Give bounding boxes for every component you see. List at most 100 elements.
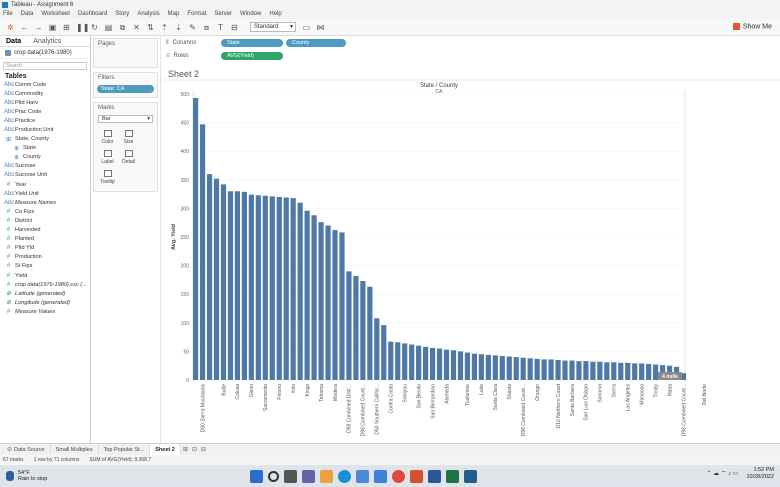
menu-dashboard[interactable]: Dashboard xyxy=(77,11,108,17)
tab-top-popular[interactable]: Top Popular St... xyxy=(99,443,151,456)
field-item[interactable]: ⊕ Latitude (generated) xyxy=(0,289,90,298)
new-datasource-icon[interactable]: ⊞ xyxy=(63,22,70,32)
field-item[interactable]: ⊞ State, County xyxy=(0,135,90,144)
labels-icon[interactable]: T xyxy=(218,22,223,32)
tab-data-source[interactable]: ⊖ Data Source xyxy=(0,443,51,456)
word-icon[interactable] xyxy=(428,469,441,483)
field-item[interactable]: # Measure Values xyxy=(0,307,90,316)
menu-story[interactable]: Story xyxy=(115,11,130,17)
sort-ascending-icon[interactable]: ⇡ xyxy=(161,22,168,32)
field-item[interactable]: Abc Pltd Harv xyxy=(0,98,90,107)
field-item[interactable]: # Harvested xyxy=(0,226,90,235)
group-icon[interactable]: ⧈ xyxy=(203,22,210,32)
field-item[interactable]: Abc Commodity xyxy=(0,89,90,98)
field-item[interactable]: Abc Prac Code xyxy=(0,107,90,116)
fit-select[interactable]: Standard xyxy=(250,22,296,32)
highlight-icon[interactable]: ✎ xyxy=(189,22,196,32)
excel-icon[interactable] xyxy=(446,469,459,483)
sort-descending-icon[interactable]: ⇣ xyxy=(175,22,182,32)
field-item[interactable]: Abc Practice xyxy=(0,116,90,125)
field-item[interactable]: # crop data(1976-1980).csv (... xyxy=(0,280,90,289)
weather-widget[interactable]: 54°F Rain to stop xyxy=(0,470,180,483)
swap-icon[interactable]: ⇅ xyxy=(147,22,154,32)
column-pill-county[interactable]: County xyxy=(286,39,346,47)
task-view-icon[interactable] xyxy=(284,469,297,483)
filter-pill-state[interactable]: State: CA xyxy=(97,85,154,93)
field-item[interactable]: # District xyxy=(0,216,90,225)
presentation-icon[interactable]: ▭ xyxy=(302,22,311,32)
redo-icon[interactable]: → xyxy=(34,22,43,32)
field-item[interactable]: ⊕ State xyxy=(0,144,90,153)
tab-data[interactable]: Data xyxy=(6,37,22,45)
menu-data[interactable]: Data xyxy=(20,11,34,17)
refresh-icon[interactable]: ↻ xyxy=(91,22,98,32)
duplicate-sheet-icon[interactable]: ⧉ xyxy=(119,22,126,32)
mark-type-select[interactable]: Bar xyxy=(98,115,153,123)
menu-format[interactable]: Format xyxy=(187,11,207,17)
search-icon[interactable] xyxy=(268,470,279,482)
clear-sheet-icon[interactable]: ✕ xyxy=(133,22,140,32)
field-item[interactable]: Abc Sucrose xyxy=(0,162,90,171)
menu-file[interactable]: File xyxy=(3,11,13,17)
menu-analysis[interactable]: Analysis xyxy=(137,11,160,17)
field-item[interactable]: # Yield xyxy=(0,271,90,280)
field-item[interactable]: # Planted xyxy=(0,235,90,244)
field-item[interactable]: Abc Sucrose Unit xyxy=(0,171,90,180)
tableau-home-icon[interactable]: ✲ xyxy=(7,22,14,32)
label-button[interactable]: Label xyxy=(97,147,118,167)
menu-help[interactable]: Help xyxy=(269,11,282,17)
datasource-item[interactable]: crop data(1976-1980) xyxy=(0,47,90,59)
undo-icon[interactable]: ← xyxy=(20,22,29,32)
field-item[interactable]: # Production xyxy=(0,253,90,262)
field-item[interactable]: Abc Yield Unit xyxy=(0,189,90,198)
menu-worksheet[interactable]: Worksheet xyxy=(41,11,70,17)
file-explorer-icon[interactable] xyxy=(320,469,333,483)
detail-button[interactable]: Detail xyxy=(118,147,139,167)
new-worksheet-icon[interactable]: ▤ xyxy=(104,22,113,32)
field-item[interactable]: ⊕ County xyxy=(0,153,90,162)
pages-card[interactable]: Pages xyxy=(93,38,158,68)
tab-analytics[interactable]: Analytics xyxy=(33,37,62,45)
store-icon[interactable] xyxy=(356,469,369,483)
new-sheet-icon[interactable]: ⊞ xyxy=(182,447,188,453)
teams-chat-icon[interactable] xyxy=(302,469,315,483)
save-icon[interactable]: ▣ xyxy=(48,22,57,32)
bar xyxy=(646,363,652,380)
field-item[interactable]: ⊕ Longitude (generated) xyxy=(0,298,90,307)
field-item[interactable]: # Pltd Yld xyxy=(0,244,90,253)
field-item[interactable]: Abc Production Unit xyxy=(0,125,90,134)
share-icon[interactable]: ⋈ xyxy=(316,22,325,32)
new-dashboard-icon[interactable]: ⊡ xyxy=(191,447,197,453)
tab-small-multiples[interactable]: Small Multiples xyxy=(51,443,99,456)
tray-icons[interactable]: ⌃ ☁ ⌔ ♪ ▭ xyxy=(706,470,739,477)
field-item[interactable]: # Year xyxy=(0,180,90,189)
menu-window[interactable]: Window xyxy=(240,11,262,17)
size-button[interactable]: Size xyxy=(118,127,139,147)
field-item[interactable]: Abc Comm Code xyxy=(0,80,90,89)
column-pill-state[interactable]: State xyxy=(221,39,283,47)
color-button[interactable]: Color xyxy=(97,127,118,147)
fix-axes-icon[interactable]: ⊟ xyxy=(231,22,238,32)
row-pill-avg-yield[interactable]: AVG(Yield) xyxy=(221,52,283,60)
menu-server[interactable]: Server xyxy=(214,11,233,17)
field-item[interactable]: # Co Fips xyxy=(0,207,90,216)
menu-map[interactable]: Map xyxy=(167,11,180,17)
windows-start-icon[interactable] xyxy=(250,469,263,483)
show-me-button[interactable]: Show Me xyxy=(732,23,772,30)
columns-shelf[interactable]: ⦀ Columns State County xyxy=(161,37,349,49)
new-story-icon[interactable]: ⊟ xyxy=(200,447,206,453)
pause-updates-icon[interactable]: ❚❚ xyxy=(76,22,90,32)
chrome-icon[interactable] xyxy=(392,469,405,483)
search-input[interactable]: Search xyxy=(3,62,87,70)
tableau-taskbar-icon[interactable] xyxy=(464,469,477,483)
mail-icon[interactable] xyxy=(374,469,387,483)
tooltip-button[interactable]: Tooltip xyxy=(97,167,118,187)
field-item[interactable]: Abc Measure Names xyxy=(0,198,90,207)
nulls-badge[interactable]: 4 nulls xyxy=(662,374,678,380)
field-item[interactable]: # St Fips xyxy=(0,262,90,271)
rows-shelf[interactable]: ≡ Rows AVG(Yield) xyxy=(161,50,286,62)
filters-card[interactable]: Filters State: CA xyxy=(93,72,158,98)
tab-sheet-2[interactable]: Sheet 2 xyxy=(150,443,181,456)
powerpoint-icon[interactable] xyxy=(410,469,423,483)
edge-icon[interactable] xyxy=(338,469,351,483)
